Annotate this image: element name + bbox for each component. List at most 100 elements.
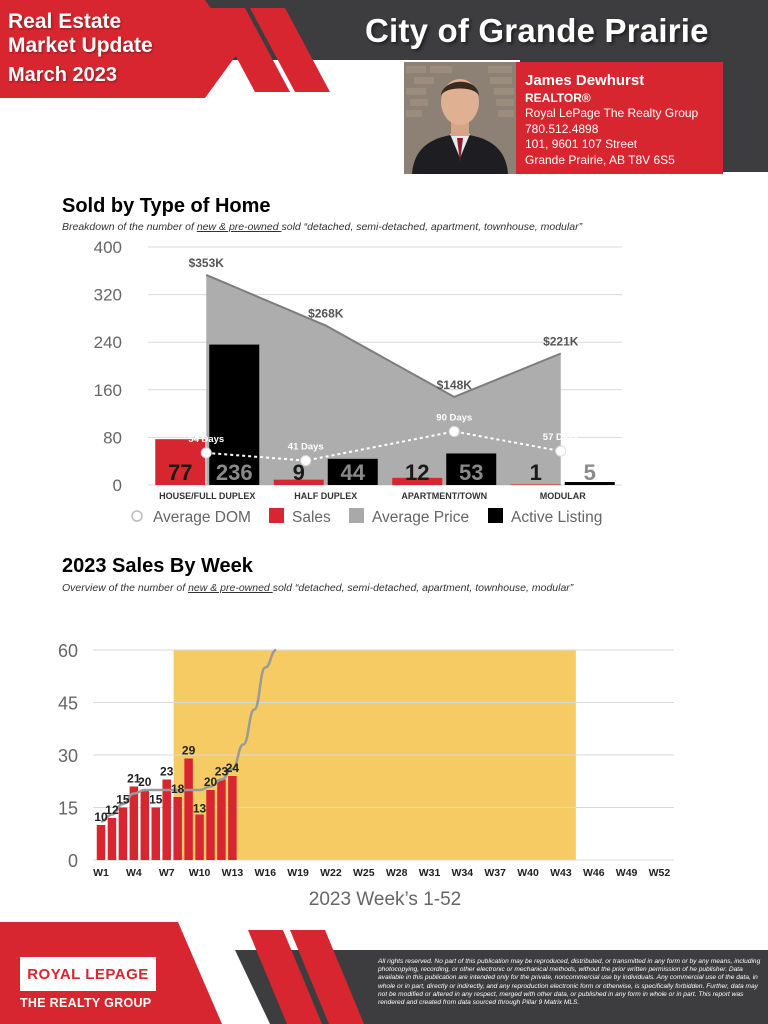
chart2-y-tick-label: 60 <box>58 641 78 661</box>
chart2-x-tick-label: W37 <box>484 867 506 879</box>
sales-value-label: 1 <box>530 460 542 485</box>
chart1-labels: 77 9 12 1 236 44 53 5 $353K $268K $148K $221K 54 Day… <box>168 256 596 485</box>
weekly-sales-bar <box>129 786 139 860</box>
chart1-y-tick-label: 0 <box>113 476 122 495</box>
chart2-x-tick-label: W16 <box>254 867 276 879</box>
chart2-x-tick-label: W4 <box>126 867 142 879</box>
chart1-y-tick-label: 80 <box>103 428 122 447</box>
chart2-x-tick-label: W49 <box>616 867 638 879</box>
weekly-sales-bar <box>173 797 182 860</box>
weekly-sales-bar <box>195 814 204 860</box>
chart2-x-tick-label: W31 <box>419 867 441 879</box>
chart2-x-tick-label: W46 <box>583 867 605 879</box>
average-dom-label: 57 Days <box>543 432 579 443</box>
chart2-x-tick-label: W13 <box>222 867 244 879</box>
chart1-y-ticks: 0 80 160 240 320 400 <box>94 238 122 495</box>
report-month: March 2023 <box>8 64 117 86</box>
sales-value-label: 12 <box>405 460 429 485</box>
active-listing-bar <box>446 453 497 485</box>
weekly-sales-label: 24 <box>226 761 240 775</box>
active-listing-value-label: 236 <box>216 460 253 485</box>
agent-photo <box>404 62 516 174</box>
chart2-x-tick-label: W40 <box>517 867 539 879</box>
weekly-sales-label: 12 <box>105 803 119 817</box>
chart2-x-tick-label: W52 <box>649 867 671 879</box>
brand-title-line2: Market Update <box>8 34 153 57</box>
weekly-sales-bar <box>118 807 128 860</box>
chart2-x-tick-label: W19 <box>287 867 309 879</box>
chart1-x-tick-label: HALF DUPLEX <box>294 491 357 501</box>
chart2-trend-line <box>100 648 277 823</box>
average-price-label: $353K <box>189 256 225 270</box>
chart2-x-tick-label: W7 <box>159 867 175 879</box>
header: Real Estate Market Update March 2023 Cit… <box>0 0 768 175</box>
weekly-sales-bar <box>151 807 160 860</box>
legend-swatch <box>269 508 284 523</box>
chart1-y-tick-label: 400 <box>94 238 122 257</box>
active-listing-bar <box>564 482 615 485</box>
chart1-x-tick-label: APARTMENT/TOWN <box>401 491 487 501</box>
sales-bar <box>510 484 561 485</box>
weekly-sales-bar <box>228 776 237 860</box>
legend-label: Average Price <box>372 509 469 526</box>
average-price-label: $148K <box>437 378 473 392</box>
average-price-label: $221K <box>543 335 579 349</box>
average-price-line <box>205 274 562 399</box>
weekly-sales-label: 21 <box>127 772 141 786</box>
legend-swatch <box>349 508 364 523</box>
sales-bar <box>273 479 324 485</box>
legend-swatch-average-dom <box>131 510 143 522</box>
chart1-x-ticks: HOUSE/FULL DUPLEX HALF DUPLEX APARTMENT/TO… <box>159 491 586 501</box>
average-dom-label: 54 Days <box>188 434 224 445</box>
legend-label: Active Listing <box>511 509 602 526</box>
average-dom-line <box>206 430 561 462</box>
chart2-y-ticks: 0 15 30 45 60 <box>58 641 78 871</box>
active-listing-value-label: 53 <box>459 460 483 485</box>
weekly-sales-bar <box>162 779 171 860</box>
chart2-y-tick-label: 15 <box>58 799 78 819</box>
agent-phone[interactable]: 780.512.4898 <box>525 121 599 136</box>
chart2-bars <box>96 758 237 860</box>
active-listing-bar <box>209 344 260 485</box>
weekly-sales-label: 20 <box>138 775 152 789</box>
chart1-bars <box>155 344 615 485</box>
active-listing-bar <box>327 458 378 485</box>
chart2-x-tick-label: W10 <box>189 867 211 879</box>
legend-label: Sales <box>292 509 331 526</box>
weekly-sales-bar <box>96 825 106 860</box>
weekly-sales-label: 18 <box>171 782 185 796</box>
logo-subtitle: THE REALTY GROUP <box>20 996 152 1010</box>
average-price-label: $268K <box>308 307 344 321</box>
sales-value-label: 77 <box>168 460 192 485</box>
weekly-sales-label: 13 <box>193 802 207 816</box>
chart1-legend: Average DOM Sales Average Price Active List… <box>131 508 602 526</box>
chart1-x-tick-label: MODULAR <box>540 491 586 501</box>
average-dom-label: 90 Days <box>436 412 472 423</box>
legend-label: Average DOM <box>153 509 251 526</box>
chart2-y-tick-label: 0 <box>68 851 78 871</box>
sales-value-label: 9 <box>293 460 305 485</box>
brand-title-line1: Real Estate <box>8 10 122 33</box>
chart1-average-dom-line <box>200 425 567 467</box>
agent-name: James Dewhurst <box>525 72 645 89</box>
royal-lepage-logo: ROYAL LEPAGE <box>18 955 158 993</box>
chart2-x-ticks: W1 W4 W7 W10 W13 W16 W19 W22 W25 W28 W31 W34 W37 W40 W… <box>93 867 670 879</box>
chart2-y-tick-label: 30 <box>58 746 78 766</box>
section1-title: Sold by Type of Home <box>62 195 271 217</box>
agent-address-line2: Grande Prairie, AB T8V 6S5 <box>525 152 675 167</box>
sales-trend-line <box>100 648 277 823</box>
legend-swatch <box>488 508 503 523</box>
agent-company: Royal LePage The Realty Group <box>525 106 699 120</box>
chart2-x-tick-label: W34 <box>452 867 474 879</box>
weekly-sales-bar <box>140 790 150 860</box>
average-price-area <box>206 274 561 485</box>
logo-text: ROYAL LEPAGE <box>27 965 149 983</box>
agent-card: James Dewhurst REALTOR® Royal LePage The… <box>516 62 723 174</box>
agent-address-line1: 101, 9601 107 Street <box>525 137 638 151</box>
average-dom-label: 41 Days <box>288 442 324 453</box>
chart1-y-tick-label: 160 <box>94 381 122 400</box>
chart2-x-tick-label: W25 <box>353 867 375 879</box>
chart2-y-tick-label: 45 <box>58 694 78 714</box>
